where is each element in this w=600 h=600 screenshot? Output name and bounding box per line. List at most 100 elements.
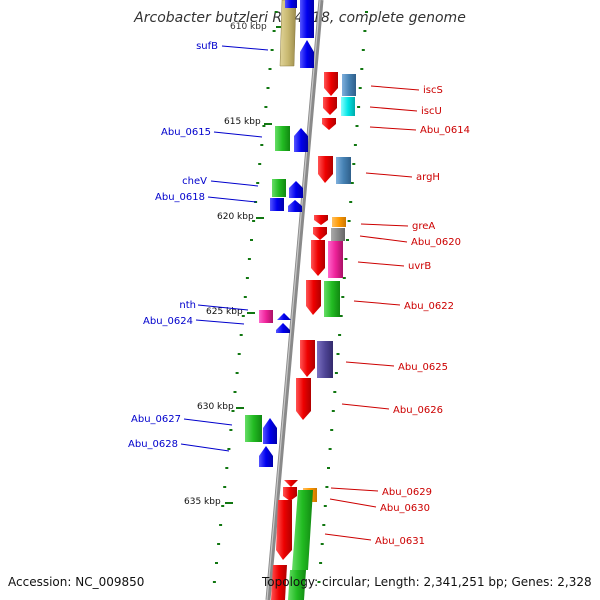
gene-Abu_0618-blue [270, 198, 284, 211]
right-strand-genes [271, 72, 356, 600]
leader-iscU [369, 106, 418, 112]
gene-argH-red [318, 156, 333, 183]
gene-Abu_0625-red [300, 340, 315, 377]
topology-text: Topology: circular; Length: 2,341,251 bp… [262, 575, 592, 589]
leader-Abu_0626 [341, 403, 390, 410]
right-scale-ticks [317, 11, 368, 583]
label-greA: greA [412, 221, 435, 232]
label-Abu_0615: Abu_0615 [161, 127, 211, 138]
gene-Abu_0620-red [313, 227, 327, 240]
gene-bottom-red [271, 565, 287, 600]
gene-iscS-steel [342, 74, 356, 96]
label-Abu_0622: Abu_0622 [404, 301, 454, 312]
gene-bottom-green [288, 570, 306, 600]
gene-Abu_0615 [294, 128, 308, 152]
label-Abu_0618: Abu_0618 [155, 192, 205, 203]
accession-text: Accession: NC_009850 [8, 575, 145, 589]
label-Abu_0620: Abu_0620 [411, 237, 461, 248]
label-Abu_0614: Abu_0614 [420, 125, 470, 136]
label-sufB: sufB [196, 41, 218, 52]
gene-greA-red [314, 215, 328, 225]
leader-Abu_0615 [213, 131, 263, 138]
left-scale-ticks [212, 11, 278, 583]
label-nth: nth [179, 300, 196, 311]
gene-sufB-tail [300, 0, 314, 38]
leader-Abu_0620 [359, 235, 408, 243]
leader-uvrB [357, 261, 405, 267]
gene-Abu_0629 [284, 480, 298, 487]
leader-greA [360, 223, 409, 227]
leader-Abu_0631 [324, 533, 372, 541]
label-argH: argH [416, 172, 440, 183]
gene-cheV-green [272, 179, 286, 197]
kbp-label-625: 625 kbp [206, 307, 243, 317]
gene-sufB-upstream [279, 0, 297, 67]
gene-Abu_0620 [331, 228, 345, 241]
leader-Abu_0627 [183, 418, 233, 426]
left-gene-labels: sufB Abu_0615 cheV Abu_0618 nth Abu_0624… [128, 41, 269, 452]
gene-iscU [341, 97, 355, 116]
leader-Abu_0622 [353, 300, 401, 306]
label-Abu_0627: Abu_0627 [131, 414, 181, 425]
leader-iscS [370, 85, 420, 91]
gene-uvrB [328, 241, 343, 278]
gene-Abu_0631 [292, 490, 313, 570]
gene-Abu_0614 [322, 118, 336, 130]
label-Abu_0631: Abu_0631 [375, 536, 425, 547]
right-gene-labels: iscS iscU Abu_0614 argH greA Abu_0620 uv… [324, 85, 470, 547]
label-iscS: iscS [423, 85, 443, 96]
gene-Abu_0627-green [245, 415, 262, 442]
leader-sufB [221, 45, 269, 51]
gene-sufB [300, 40, 314, 68]
gene-cheV [289, 181, 303, 198]
genome-backbone [265, 0, 324, 600]
kbp-label-610: 610 kbp [230, 22, 267, 32]
gene-Abu_0626 [296, 378, 311, 420]
kbp-label-620: 620 kbp [217, 212, 254, 222]
kbp-label-630: 630 kbp [197, 402, 234, 412]
gene-Abu_0622-red [306, 280, 321, 315]
leader-Abu_0625 [345, 361, 395, 367]
label-cheV: cheV [182, 176, 207, 187]
label-Abu_0628: Abu_0628 [128, 439, 178, 450]
label-iscU: iscU [421, 106, 442, 117]
gene-Abu_0615-green [275, 126, 290, 151]
leader-nth [197, 304, 249, 311]
gene-Abu_0631-red [276, 500, 292, 560]
leader-Abu_0618 [207, 196, 257, 203]
label-Abu_0629: Abu_0629 [382, 487, 432, 498]
gene-Abu_0624-top [277, 313, 291, 320]
gene-Abu_0622 [324, 281, 340, 317]
leader-Abu_0624 [195, 319, 245, 325]
kbp-scale: 610 kbp 615 kbp 620 kbp 625 kbp 630 kbp … [184, 22, 283, 507]
kbp-label-615: 615 kbp [224, 117, 261, 127]
gene-Abu_0627 [263, 418, 277, 444]
label-Abu_0626: Abu_0626 [393, 405, 443, 416]
left-strand-genes [245, 0, 314, 467]
gene-argH [336, 157, 351, 184]
gene-nth [259, 310, 273, 323]
gene-Abu_0628 [259, 446, 273, 467]
gene-uvrB-red [311, 240, 325, 276]
genome-title: Arcobacter butzleri RM4018, complete gen… [134, 10, 466, 26]
leader-Abu_0629 [330, 487, 379, 492]
gene-iscU-red [323, 97, 337, 115]
label-Abu_0630: Abu_0630 [380, 503, 430, 514]
gene-iscS [324, 72, 338, 96]
gene-greA [332, 217, 346, 227]
label-uvrB: uvrB [408, 261, 431, 272]
gene-Abu_0629-body [283, 487, 297, 501]
leader-Abu_0628 [180, 443, 230, 452]
kbp-label-635: 635 kbp [184, 497, 221, 507]
gene-Abu_0624 [276, 323, 290, 333]
label-Abu_0624: Abu_0624 [143, 316, 193, 327]
leader-Abu_0614 [369, 126, 417, 131]
gene-Abu_0625 [317, 341, 333, 378]
gene-Abu_0618 [288, 200, 302, 212]
leader-Abu_0630 [329, 498, 377, 508]
gene-top-blue [285, 0, 297, 8]
leader-argH [365, 172, 413, 178]
label-Abu_0625: Abu_0625 [398, 362, 448, 373]
genome-backbone-highlight [266, 0, 321, 600]
